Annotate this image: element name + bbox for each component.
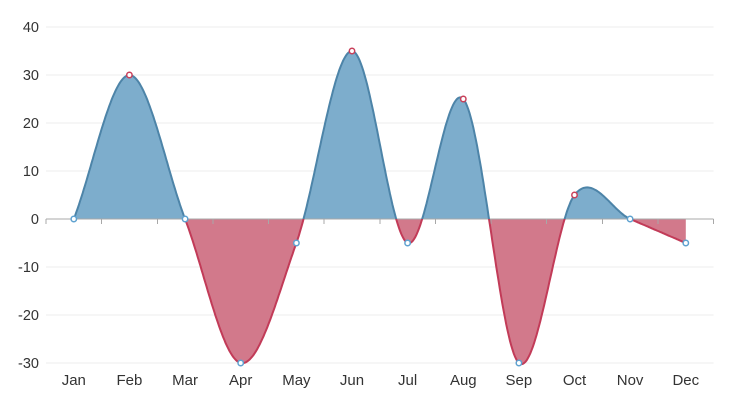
y-axis-label-40: 40 bbox=[23, 20, 39, 36]
spline-positive-stroke bbox=[72, 49, 633, 219]
data-point-Sep[interactable] bbox=[515, 359, 523, 367]
negative-area-fill bbox=[73, 219, 686, 365]
x-axis-label-Mar: Mar bbox=[172, 372, 198, 389]
x-axis-label-Nov: Nov bbox=[617, 372, 644, 389]
x-axis-label-Apr: Apr bbox=[229, 372, 252, 389]
data-point-May[interactable] bbox=[292, 239, 300, 247]
x-axis-label-Oct: Oct bbox=[563, 372, 587, 389]
x-axis-label-Feb: Feb bbox=[116, 372, 142, 389]
x-axis-label-Sep: Sep bbox=[506, 372, 533, 389]
x-axis-label-Dec: Dec bbox=[672, 372, 699, 389]
x-axis-label-Jan: Jan bbox=[62, 372, 86, 389]
x-axis-label-Jul: Jul bbox=[398, 372, 417, 389]
y-axis-label--30: -30 bbox=[18, 356, 39, 372]
y-axis-label-20: 20 bbox=[23, 116, 39, 132]
data-point-Nov[interactable] bbox=[626, 215, 634, 223]
y-axis-label-0: 0 bbox=[31, 212, 39, 228]
y-axis-label-30: 30 bbox=[23, 68, 39, 84]
data-point-Jan[interactable] bbox=[70, 215, 78, 223]
positive-area-fill bbox=[73, 51, 686, 219]
x-axis-label-Jun: Jun bbox=[340, 372, 364, 389]
data-point-Dec[interactable] bbox=[682, 239, 690, 247]
x-axis-label-May: May bbox=[282, 372, 311, 389]
data-point-Mar[interactable] bbox=[181, 215, 189, 223]
data-point-Jun[interactable] bbox=[348, 47, 356, 55]
x-axis-label-Aug: Aug bbox=[450, 372, 477, 389]
data-point-Feb[interactable] bbox=[125, 71, 133, 79]
data-point-Jul[interactable] bbox=[404, 239, 412, 247]
y-axis-label--10: -10 bbox=[18, 260, 39, 276]
y-axis-label--20: -20 bbox=[18, 308, 39, 324]
data-point-Apr[interactable] bbox=[237, 359, 245, 367]
data-point-Oct[interactable] bbox=[571, 191, 578, 199]
data-point-Aug[interactable] bbox=[459, 95, 467, 103]
y-axis-label-10: 10 bbox=[23, 164, 39, 180]
